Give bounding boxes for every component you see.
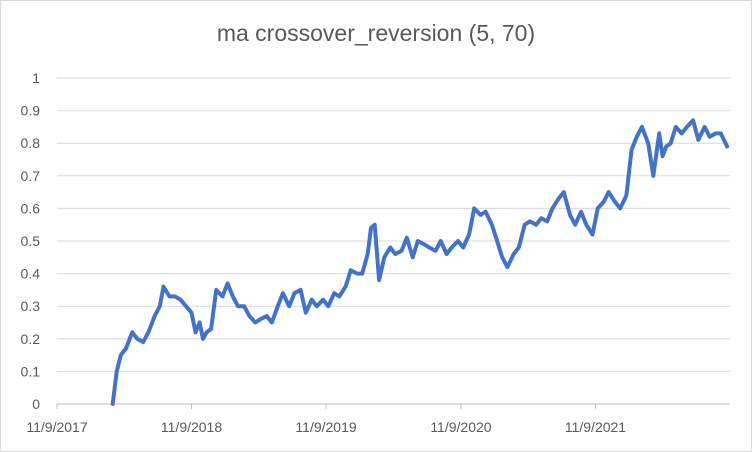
x-tick-label: 11/9/2020 — [430, 419, 491, 435]
y-tick-label: 0.3 — [21, 298, 41, 314]
y-axis-tick-labels: 0 0.1 0.2 0.3 0.4 0.5 0.6 0.7 0.8 0.9 1 — [21, 70, 41, 412]
y-tick-label: 1 — [32, 70, 40, 86]
y-tick-label: 0.5 — [21, 233, 41, 249]
x-tick-label: 11/9/2021 — [565, 419, 626, 435]
y-tick-label: 0.2 — [21, 331, 41, 347]
y-tick-label: 0.4 — [21, 266, 41, 282]
chart-title: ma crossover_reversion (5, 70) — [216, 20, 536, 46]
x-axis-tick-labels: 11/9/2017 11/9/2018 11/9/2019 11/9/2020 11/9… — [26, 419, 626, 435]
x-axis — [56, 403, 730, 409]
gridlines — [57, 77, 730, 372]
series-line — [110, 118, 730, 406]
y-tick-label: 0.6 — [21, 200, 41, 216]
y-tick-label: 0.9 — [21, 103, 41, 119]
y-tick-label: 0.8 — [21, 135, 41, 151]
x-tick-label: 11/9/2019 — [295, 419, 356, 435]
y-tick-label: 0.1 — [21, 363, 41, 379]
x-tick-label: 11/9/2017 — [26, 419, 87, 435]
y-tick-label: 0.7 — [21, 168, 41, 184]
y-tick-label: 0 — [32, 396, 40, 412]
x-tick-label: 11/9/2018 — [161, 419, 222, 435]
